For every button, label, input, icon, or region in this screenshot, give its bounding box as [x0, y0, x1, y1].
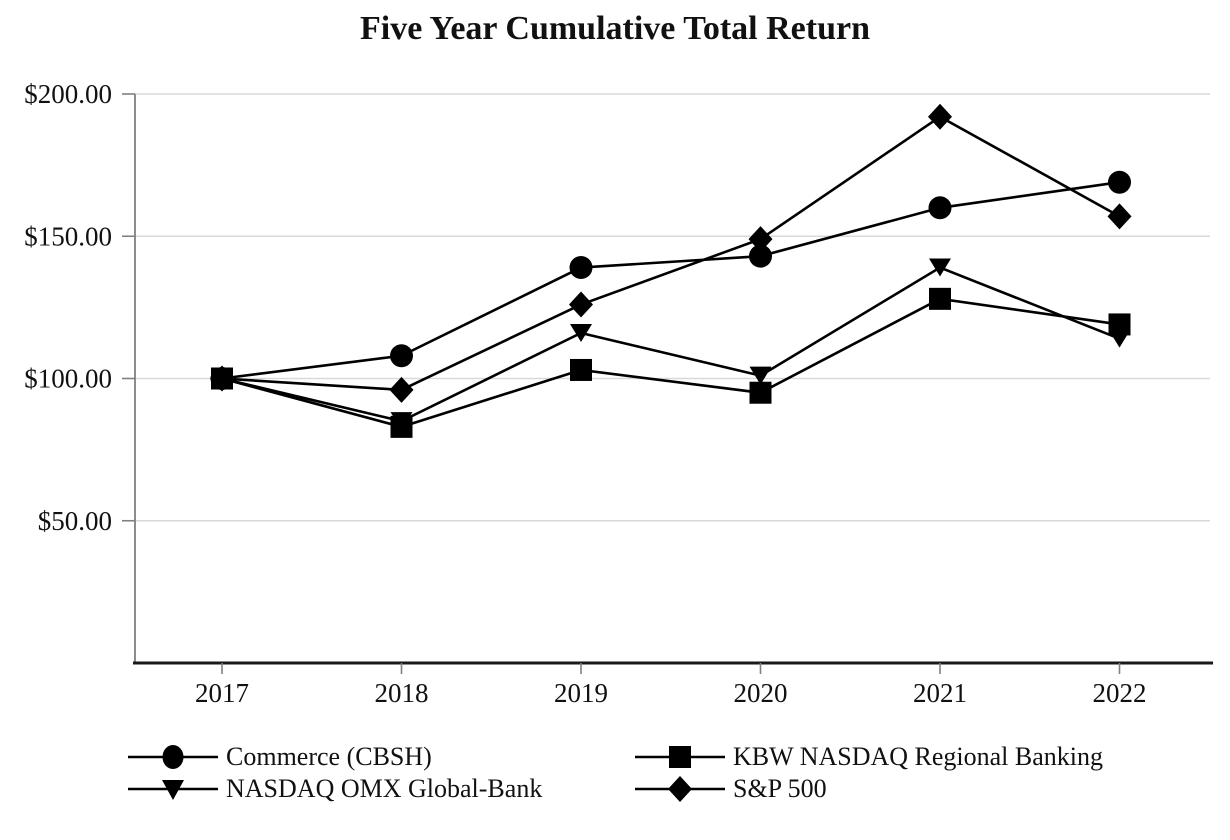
data-point-square	[390, 415, 413, 438]
data-point-circle	[749, 244, 772, 268]
data-point-diamond	[928, 103, 952, 130]
legend-marker-triangle-down-icon	[128, 780, 218, 800]
data-point-square	[749, 381, 772, 404]
legend-item-1: Commerce (CBSH)	[128, 742, 635, 772]
data-point-circle	[390, 344, 413, 368]
data-point-circle	[1108, 170, 1131, 194]
y-axis-label: $150.00	[24, 221, 112, 251]
data-point-triangle	[749, 366, 772, 385]
legend-item-2: KBW NASDAQ Regional Banking	[635, 742, 1230, 772]
data-point-diamond	[210, 365, 234, 392]
data-point-square	[1108, 313, 1131, 336]
data-point-diamond	[389, 376, 414, 403]
legend-item-3: NASDAQ OMX Global-Bank	[128, 774, 635, 804]
x-axis-label: 2020	[734, 678, 788, 708]
data-point-circle	[569, 256, 593, 280]
data-point-triangle	[570, 323, 592, 342]
x-axis-label: 2018	[375, 678, 429, 708]
series-line	[221, 180, 1120, 380]
data-point-diamond	[569, 291, 593, 318]
data-point-square	[570, 358, 592, 381]
x-axis-label: 2022	[1093, 678, 1147, 708]
legend-marker-circle-icon	[128, 745, 218, 769]
plot-area: $200.00 $150.00 $100.00 $50.00 2017 2018 2019 2…	[24, 79, 1213, 708]
data-point-diamond	[1107, 203, 1132, 230]
series-line	[221, 115, 1121, 392]
x-axis-label: 2017	[195, 678, 249, 708]
data-point-square	[929, 287, 951, 310]
y-axis-label: $50.00	[38, 506, 112, 536]
legend-marker-square-icon	[635, 746, 725, 768]
x-axis-label: 2021	[913, 678, 967, 708]
series-line	[221, 297, 1120, 429]
y-axis-label: $200.00	[24, 79, 112, 109]
data-point-circle	[928, 196, 952, 220]
chart-legend: Commerce (CBSH) KBW NASDAQ Regional Banki…	[0, 742, 1230, 804]
legend-label: S&P 500	[733, 774, 827, 803]
y-axis-label: $100.00	[24, 364, 112, 394]
legend-item-4: S&P 500	[635, 774, 1230, 804]
data-point-triangle	[929, 258, 951, 277]
chart-title: Five Year Cumulative Total Return	[360, 10, 870, 47]
legend-label: NASDAQ OMX Global-Bank	[226, 774, 543, 803]
legend-label: KBW NASDAQ Regional Banking	[733, 742, 1104, 771]
x-axis-label: 2019	[554, 678, 608, 708]
data-point-diamond	[748, 226, 773, 253]
series-line	[221, 266, 1120, 423]
legend-label: Commerce (CBSH)	[226, 742, 432, 771]
legend-marker-diamond-icon	[635, 776, 725, 802]
